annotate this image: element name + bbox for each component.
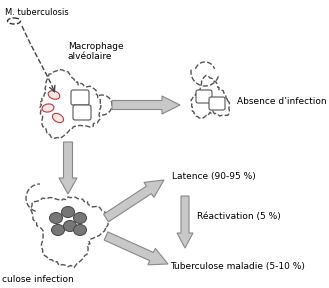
- Text: culose infection: culose infection: [2, 276, 74, 285]
- FancyBboxPatch shape: [71, 90, 89, 105]
- Text: Tuberculose maladie (5-10 %): Tuberculose maladie (5-10 %): [170, 262, 305, 270]
- Ellipse shape: [49, 213, 63, 223]
- FancyArrow shape: [177, 196, 193, 248]
- FancyBboxPatch shape: [196, 90, 212, 103]
- Ellipse shape: [73, 225, 87, 236]
- Ellipse shape: [52, 113, 63, 123]
- Text: Absence d’infection: Absence d’infection: [237, 96, 327, 105]
- FancyArrow shape: [104, 232, 168, 265]
- Text: M. tuberculosis: M. tuberculosis: [5, 8, 69, 17]
- Text: Réactivation (5 %): Réactivation (5 %): [197, 211, 281, 221]
- FancyBboxPatch shape: [73, 105, 91, 120]
- Ellipse shape: [52, 225, 64, 236]
- FancyArrow shape: [112, 96, 180, 114]
- Ellipse shape: [8, 18, 20, 24]
- Text: Latence (90-95 %): Latence (90-95 %): [172, 171, 256, 181]
- Ellipse shape: [73, 213, 87, 223]
- FancyArrow shape: [59, 142, 77, 194]
- Ellipse shape: [48, 91, 60, 99]
- Text: Macrophage
alvéolaire: Macrophage alvéolaire: [68, 42, 124, 61]
- Ellipse shape: [62, 206, 74, 217]
- Ellipse shape: [63, 221, 77, 232]
- Ellipse shape: [42, 104, 54, 112]
- FancyBboxPatch shape: [209, 97, 225, 110]
- FancyArrow shape: [104, 180, 164, 222]
